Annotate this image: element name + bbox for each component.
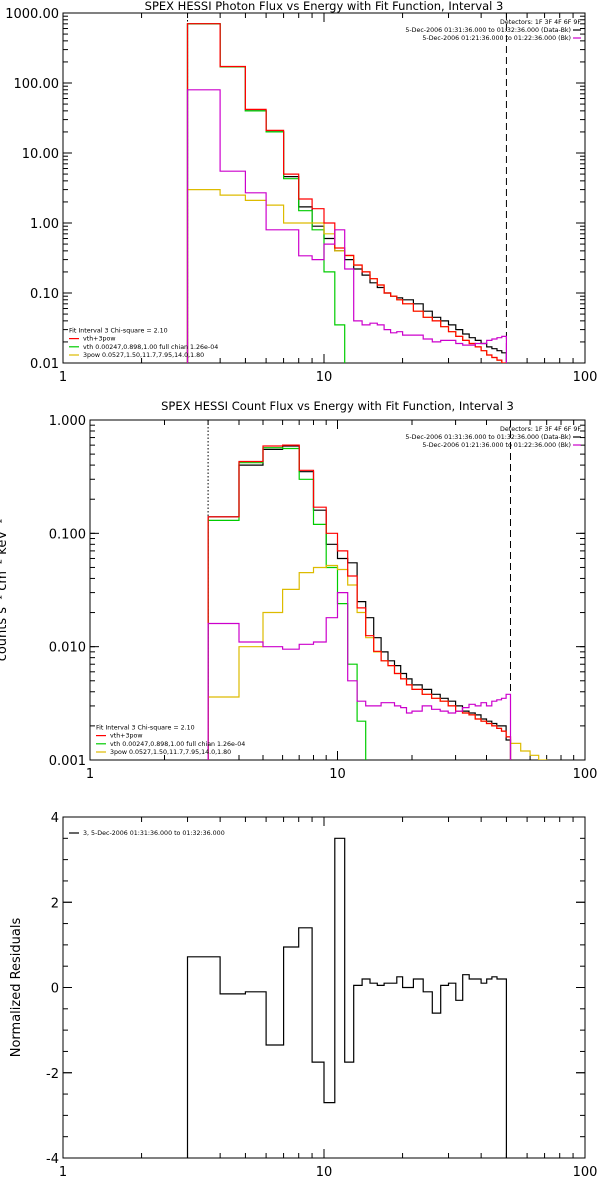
x-tick-label: 1 <box>59 370 67 385</box>
y-tick-label: 0.001 <box>49 754 86 769</box>
x-tick-label: 10 <box>316 1165 333 1180</box>
y-axis-label: Normalized Residuals <box>9 918 24 1058</box>
legend-entry: 3, 5-Dec-2006 01:31:36.000 to 01:32:36.0… <box>83 830 225 837</box>
series-data-line <box>186 837 507 1158</box>
y-tick-label: 0.010 <box>49 641 86 656</box>
series-group <box>186 837 507 1158</box>
y-tick-label: 2 <box>51 896 59 911</box>
series-vth-line <box>186 23 346 363</box>
y-tick-label: 100.00 <box>14 77 60 92</box>
series-vth-line <box>207 447 367 760</box>
x-tick-label: 1 <box>59 1165 67 1180</box>
legend-entry: vth 0.00247,0.898,1.00 full chian 1.26e-… <box>110 741 245 748</box>
y-tick-label: 10.00 <box>22 147 59 162</box>
series-pow-line <box>186 189 507 363</box>
y-tick-label: 0.01 <box>30 357 59 372</box>
series-bk-line <box>207 592 512 760</box>
legend-entry: vth 0.00247,0.898,1.00 full chian 1.26e-… <box>83 344 218 351</box>
info-text: 5-Dec-2006 01:31:36.000 to 01:32:36.000 … <box>405 434 571 441</box>
info-text: Detectors: 1F 3F 4F 6F 9F <box>500 426 581 433</box>
x-tick-label: 100 <box>573 370 598 385</box>
x-tick-label: 100 <box>573 1165 598 1180</box>
legend-entry: vth+3pow <box>83 336 115 343</box>
chart-title: SPEX HESSI Count Flux vs Energy with Fit… <box>161 399 514 413</box>
y-tick-label: 0.100 <box>49 527 86 542</box>
y-tick-label: 1.000 <box>49 414 86 429</box>
series-total-line <box>207 444 512 760</box>
series-total-line <box>186 23 507 363</box>
legend-entry: 3pow 0.0527,1.50,11.7,7.95,14.0,1.80 <box>110 749 231 756</box>
series-data-line <box>186 23 507 363</box>
chart-title: SPEX HESSI Photon Flux vs Energy with Fi… <box>145 0 504 13</box>
info-text: 5-Dec-2006 01:21:36.000 to 01:22:36.000 … <box>422 442 571 449</box>
y-tick-label: 0.10 <box>30 287 59 302</box>
x-tick-label: 10 <box>329 767 346 782</box>
legend-entry: vth+3pow <box>110 733 142 740</box>
series-bk-line <box>186 89 507 363</box>
x-tick-label: 100 <box>573 767 598 782</box>
residuals-panel: Normalized Residuals 1 10 100 -4 -2 0 2 4 3, 5-De… <box>9 811 598 1180</box>
legend-entry: 3pow 0.0527,1.50,11.7,7.95,14.0,1.80 <box>83 352 204 359</box>
info-text: 5-Dec-2006 01:21:36.000 to 01:22:36.000 … <box>422 35 571 42</box>
series-group <box>207 444 548 760</box>
info-text: 5-Dec-2006 01:31:36.000 to 01:32:36.000 … <box>405 27 571 34</box>
y-tick-label: 1.00 <box>30 217 59 232</box>
legend-entry: Fit Interval 3 Chi-square = 2.10 <box>96 724 195 731</box>
y-tick-label: -4 <box>46 1152 59 1167</box>
y-tick-label: -2 <box>46 1067 59 1082</box>
x-tick-label: 1 <box>86 767 94 782</box>
x-tick-label: 10 <box>316 370 333 385</box>
y-tick-label: 1000.00 <box>5 7 59 22</box>
series-group <box>186 23 507 363</box>
y-tick-label: 0 <box>51 982 59 997</box>
info-text: Detectors: 1F 3F 4F 6F 9F <box>500 19 581 26</box>
legend-entry: Fit Interval 3 Chi-square = 2.10 <box>69 327 168 334</box>
photon-flux-panel: SPEX HESSI Photon Flux vs Energy with Fi… <box>5 0 598 385</box>
y-tick-label: 4 <box>51 811 59 826</box>
count-flux-panel: SPEX HESSI Count Flux vs Energy with Fit… <box>0 399 598 782</box>
y-axis-label: counts s⁻¹ cm⁻² keV⁻¹ <box>0 519 10 662</box>
